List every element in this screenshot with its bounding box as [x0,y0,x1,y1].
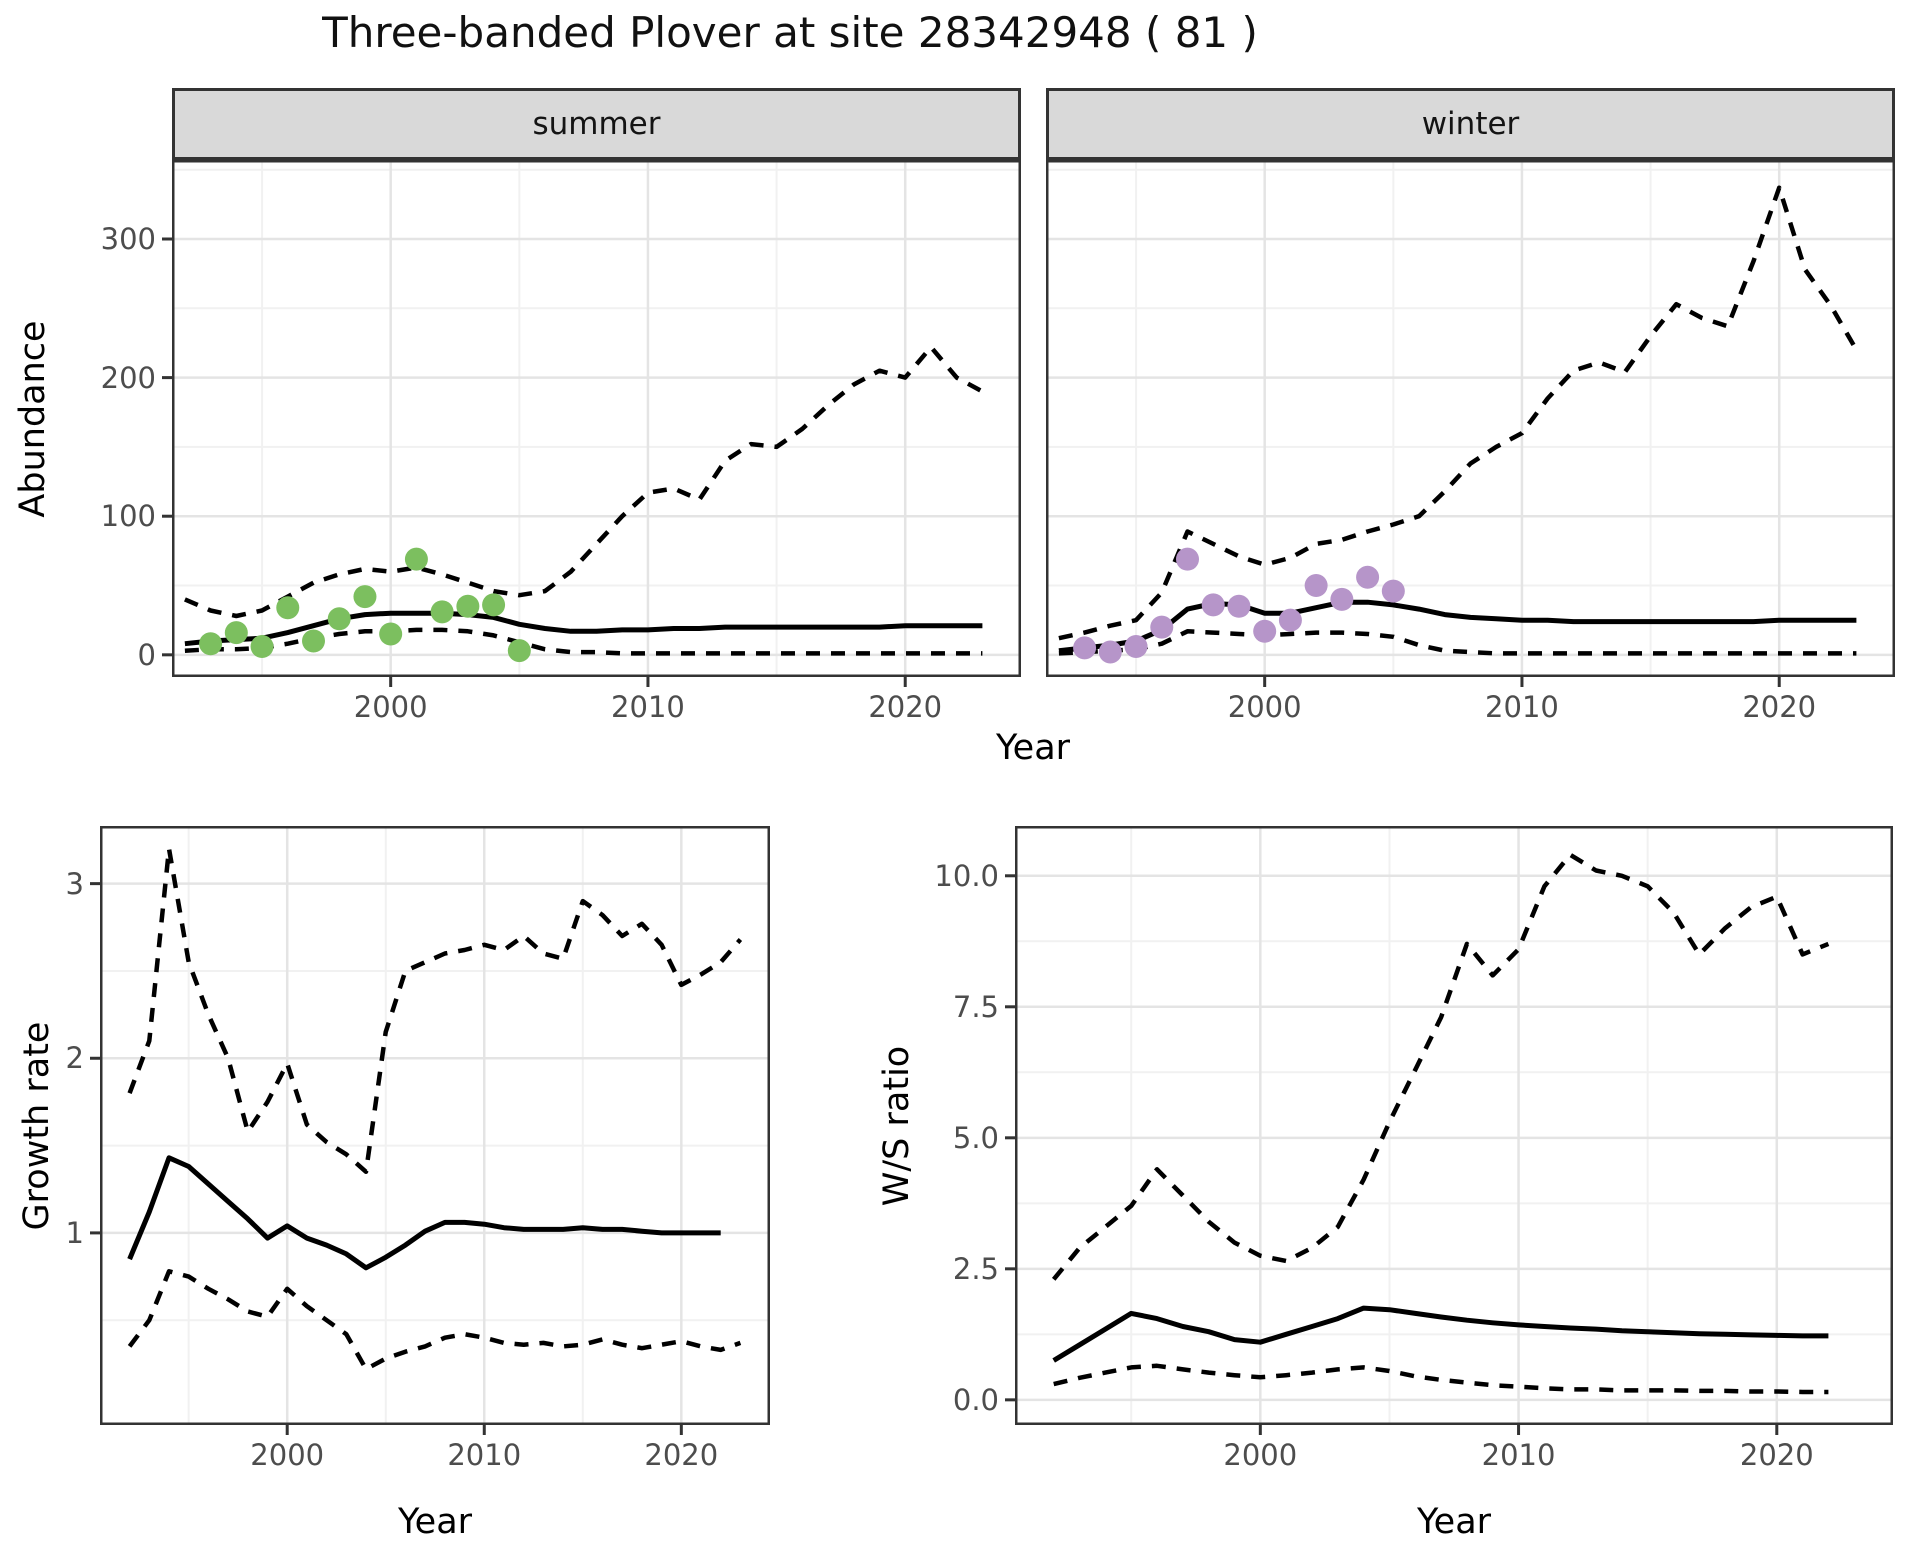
observed-point [1227,594,1251,618]
observed-point [1176,547,1199,571]
x-tick-label: 2000 [1223,1438,1298,1472]
x-tick-label: 2020 [644,1438,719,1472]
observed-point [1124,635,1148,659]
x-axis-title-ws-ratio: Year [1416,1502,1492,1542]
y-tick-label: 100 [100,499,156,534]
y-tick-label: 3 [65,866,84,901]
observed-point [1278,608,1302,632]
observed-point [482,593,506,617]
y-tick-label: 0 [137,637,156,672]
observed-point [327,607,351,631]
x-tick-label: 2000 [250,1438,325,1472]
observed-point [250,635,274,659]
y-axis-title-ws-ratio: W/S ratio [877,1045,917,1207]
observed-point [199,632,223,656]
panel-ws-ratio [1015,826,1893,1425]
y-tick-label: 5.0 [952,1120,999,1155]
y-axis-title-abundance: Abundance [13,320,53,518]
facet-strip-summer-label: summer [532,106,661,142]
series-upper-ci [1051,852,1830,1281]
series-upper-ci [1058,185,1859,641]
observed-point [353,585,377,609]
facet-strip-summer: summer [172,88,1021,160]
series-lower-ci [1053,1363,1829,1395]
x-tick-label: 2010 [447,1438,522,1472]
x-tick-label: 2020 [1739,1438,1814,1472]
y-tick-label: 2 [65,1041,84,1076]
series-fitted [127,1155,721,1271]
x-axis-title-growth-rate: Year [397,1502,473,1542]
y-tick-label: 7.5 [952,989,999,1024]
plot-title: Three-banded Plover at site 28342948 ( 8… [322,8,1258,57]
y-tick-label: 2.5 [952,1251,999,1286]
x-tick-label: 2000 [1227,690,1302,724]
series-fitted [1058,599,1857,654]
observed-point [1330,587,1354,611]
y-tick-label: 200 [100,360,156,395]
observed-point [507,639,531,663]
series-lower-ci [1058,629,1857,656]
observed-point [1150,615,1174,639]
panel-abundance-summer [172,160,1021,677]
series-fitted [184,610,983,647]
series-upper-ci [127,846,743,1175]
panel-abundance-winter [1046,160,1895,677]
y-tick-label: 10.0 [934,858,999,893]
observed-point [1381,579,1405,603]
y-tick-label: 300 [100,222,156,256]
x-tick-label: 2020 [868,690,943,724]
facet-strip-winter: winter [1046,88,1895,160]
y-tick-label: 1 [65,1215,84,1250]
observed-point [456,594,480,618]
y-tick-label: 0.0 [952,1382,999,1417]
x-tick-label: 2010 [1485,690,1559,724]
observed-point [276,596,300,620]
facet-strip-winter-label: winter [1421,106,1520,142]
observed-point [404,547,428,571]
observed-point [302,629,325,653]
observed-point [1253,619,1277,643]
observed-point [1073,636,1097,660]
x-axis-title-top: Year [995,728,1071,768]
x-tick-label: 2010 [1481,1438,1556,1472]
series-upper-ci [184,344,984,619]
observed-point [1098,640,1122,664]
observed-point [430,600,454,624]
observed-point [379,622,403,646]
series-lower-ci [127,1269,742,1372]
y-axis-title-growth-rate: Growth rate [17,1021,57,1231]
x-tick-label: 2000 [353,690,428,724]
observed-point [1304,574,1328,598]
observed-point [1356,565,1380,589]
x-tick-label: 2020 [1742,690,1817,724]
x-tick-label: 2010 [611,690,685,724]
series-fitted [1052,1305,1829,1363]
observed-point [224,621,248,645]
panel-growth-rate [100,826,770,1425]
observed-point [1201,593,1225,617]
